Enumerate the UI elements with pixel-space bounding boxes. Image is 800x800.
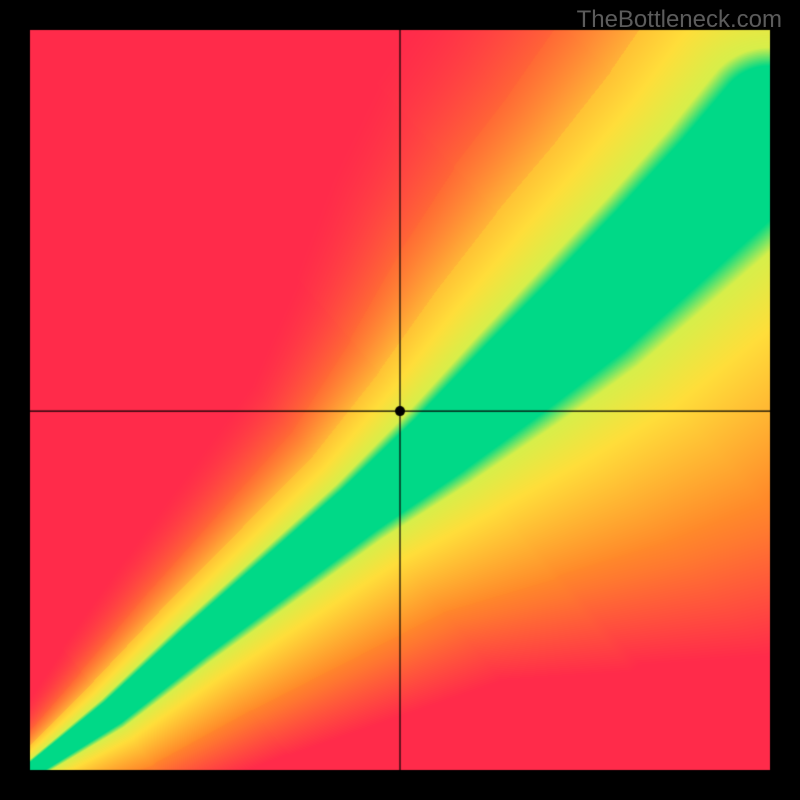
- watermark-text: TheBottleneck.com: [577, 6, 782, 34]
- heatmap-canvas: [0, 0, 800, 800]
- chart-container: TheBottleneck.com: [0, 0, 800, 800]
